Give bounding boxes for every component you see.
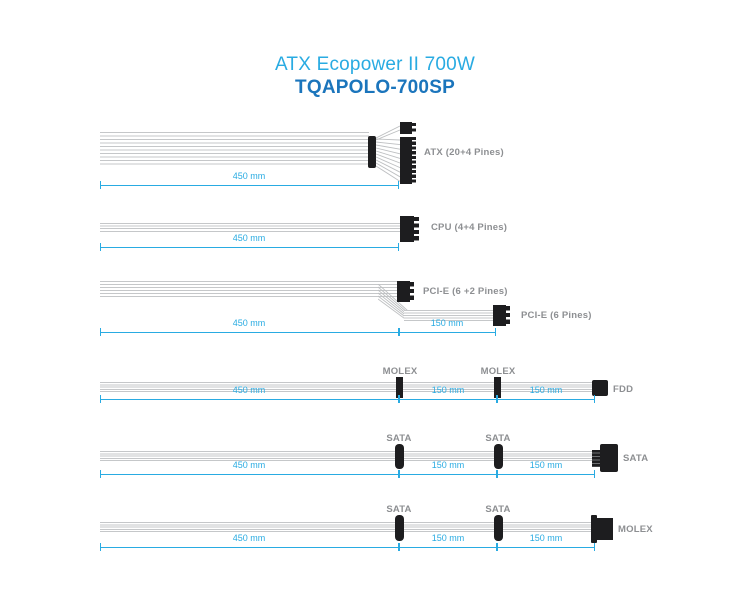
sata-cable-ribbon [100,451,595,461]
molex-inline-label-1: MOLEX [382,366,418,377]
fdd-connector-label: FDD [613,384,634,395]
sata-dim-150a [399,470,497,478]
pcie-6plus2-label: PCI-E (6 +2 Pines) [423,286,508,297]
molex-dim-450 [100,395,399,403]
atx-20pin-connector-pins [411,137,416,184]
pcie-6pin-connector [493,305,506,326]
fdd-connector [592,380,608,396]
cpu-connector-label: CPU (4+4 Pines) [431,222,508,233]
sata-molex-dim-450 [100,543,399,551]
molex-end-connector [596,518,613,540]
sata-dim-450-label: 450 mm [232,460,266,470]
pcie-branch-ribbon [404,310,494,322]
pcie-dim-450 [100,328,399,336]
cpu-dim-450-label: 450 mm [232,233,266,243]
sata-inline-label-2: SATA [485,433,511,444]
pcie-6pin-connector-pins [505,306,510,326]
pcie-cable-ribbon [100,281,398,298]
molex-inline-connector-2 [494,377,501,398]
atx-dim-450-label: 450 mm [232,171,266,181]
molex-dim-150a [399,395,497,403]
pcie-dim-450-label: 450 mm [232,318,266,328]
pcie-dim-150 [399,328,496,336]
sata-molex-dim-450-label: 450 mm [232,533,266,543]
sata-end-connector-neck [592,450,601,467]
molex-end-connector-flange [591,515,597,543]
cpu-connector-pins [413,217,419,242]
product-title: ATX Ecopower II 700W [274,54,476,75]
cpu-connector [400,216,414,242]
pcie-branch-bend [378,284,408,322]
atx-4pin-connector [400,122,412,134]
pcie-6pin-label: PCI-E (6 Pines) [521,310,592,321]
molex-cable-ribbon [100,382,594,392]
sata-molex-inline-connector-2 [494,515,503,541]
sata-molex-cable-ribbon [100,522,595,532]
molex-end-label: MOLEX [618,524,653,535]
sata-inline-label-1: SATA [386,433,412,444]
cpu-dim-450 [100,243,399,251]
sata-molex-dim-150a [399,543,497,551]
product-model: TQAPOLO-700SP [295,77,455,98]
atx-cable-ribbon [100,132,369,166]
sata-inline-connector-2 [494,444,503,469]
atx-20pin-connector [400,137,412,184]
atx-4pin-connector-pins [411,123,416,133]
molex-inline-connector-1 [396,377,403,398]
cpu-cable-ribbon [100,223,401,233]
sata-dim-150b-label: 150 mm [529,460,563,470]
sata-end-connector [600,444,618,472]
pcie-6plus2-connector [397,281,410,302]
pcie-dim-150-label: 150 mm [430,318,464,328]
atx-dim-450 [100,181,399,189]
sata-molex-dim-150b [497,543,595,551]
sata-dim-450 [100,470,399,478]
sata-inline-connector-1 [395,444,404,469]
sata-dim-150b [497,470,595,478]
sata-molex-dim-150b-label: 150 mm [529,533,563,543]
sata-dim-150a-label: 150 mm [431,460,465,470]
atx-wire-fan [375,125,401,182]
atx-connector-label: ATX (20+4 Pines) [424,147,504,158]
sata-molex-inline-connector-1 [395,515,404,541]
sata-end-label: SATA [623,453,649,464]
molex-dim-450-label: 450 mm [232,385,266,395]
atx-cable-clamp [368,136,376,168]
pcie-6plus2-connector-pins [409,282,414,302]
molex-dim-150b-label: 150 mm [529,385,563,395]
molex-dim-150b [497,395,595,403]
sata-molex-inline-label-1: SATA [386,504,412,515]
molex-inline-label-2: MOLEX [480,366,516,377]
molex-dim-150a-label: 150 mm [431,385,465,395]
sata-molex-dim-150a-label: 150 mm [431,533,465,543]
sata-molex-inline-label-2: SATA [485,504,511,515]
